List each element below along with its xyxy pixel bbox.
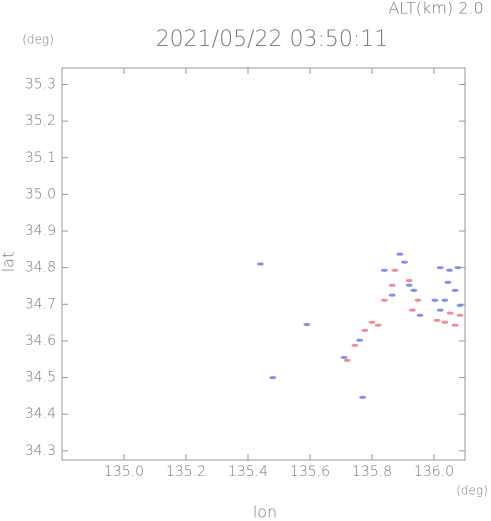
y-tick-label: 34.5 — [25, 370, 56, 386]
echo-point — [441, 298, 449, 302]
echo-point — [446, 311, 454, 315]
echo-point — [444, 280, 452, 284]
plot-frame — [61, 67, 466, 461]
echo-point — [361, 328, 369, 332]
y-tick-label: 34.3 — [25, 443, 56, 459]
echo-point — [454, 266, 462, 270]
echo-point — [410, 288, 418, 292]
echo-point — [433, 318, 441, 323]
y-unit: (deg) — [22, 33, 54, 47]
echo-point — [456, 313, 464, 317]
x-tick-label: 135.4 — [228, 464, 268, 480]
y-tick-label: 34.6 — [25, 333, 56, 349]
echo-point — [351, 343, 359, 347]
echo-point — [391, 268, 399, 272]
echo-point — [405, 278, 413, 283]
y-tick-label: 35.3 — [25, 76, 56, 92]
x-tick-label: 136.0 — [414, 464, 454, 480]
echo-point — [405, 283, 413, 287]
x-axis-label: lon — [253, 503, 277, 521]
echo-point — [340, 355, 348, 360]
echo-point — [303, 322, 311, 327]
echo-point — [416, 313, 424, 317]
chart-title: 2021/05/22 03:50:11 — [156, 27, 389, 52]
echo-point — [356, 338, 364, 342]
echo-point — [436, 308, 444, 312]
x-tick-label: 135.6 — [290, 464, 330, 480]
echo-point — [396, 252, 404, 256]
echo-point — [359, 395, 367, 399]
echo-point — [343, 358, 351, 362]
echo-point — [436, 266, 444, 270]
y-tick-label: 35.2 — [25, 113, 56, 129]
y-tick-label: 35.0 — [25, 186, 56, 202]
echo-point — [441, 320, 449, 324]
y-tick-label: 34.9 — [25, 223, 56, 239]
x-tick-label: 135.2 — [166, 464, 206, 480]
echo-point — [401, 260, 409, 264]
echo-point — [451, 323, 459, 327]
echo-point — [446, 268, 453, 272]
echo-point — [380, 298, 388, 302]
x-tick-label: 135.0 — [104, 464, 144, 480]
echo-point — [380, 268, 388, 272]
y-axis-label: lat — [0, 252, 18, 273]
echo-point — [408, 308, 416, 312]
x-tick-label: 135.8 — [352, 464, 392, 480]
y-tick-label: 35.1 — [25, 150, 56, 166]
echo-point — [388, 293, 396, 297]
echo-point — [256, 262, 264, 266]
x-unit: (deg) — [456, 484, 488, 498]
y-tick-label: 34.4 — [25, 406, 56, 422]
annotation: ALT(km) 2.0 — [388, 0, 483, 18]
y-tick-label: 34.7 — [25, 296, 56, 312]
echo-point — [456, 303, 464, 307]
y-tick-label: 34.8 — [25, 260, 56, 276]
echo-point — [451, 288, 459, 292]
echo-point — [388, 283, 396, 287]
echo-point — [269, 375, 277, 380]
echo-point — [431, 298, 439, 302]
echo-point — [374, 323, 382, 327]
echo-point — [368, 320, 376, 324]
echo-point — [414, 298, 422, 302]
